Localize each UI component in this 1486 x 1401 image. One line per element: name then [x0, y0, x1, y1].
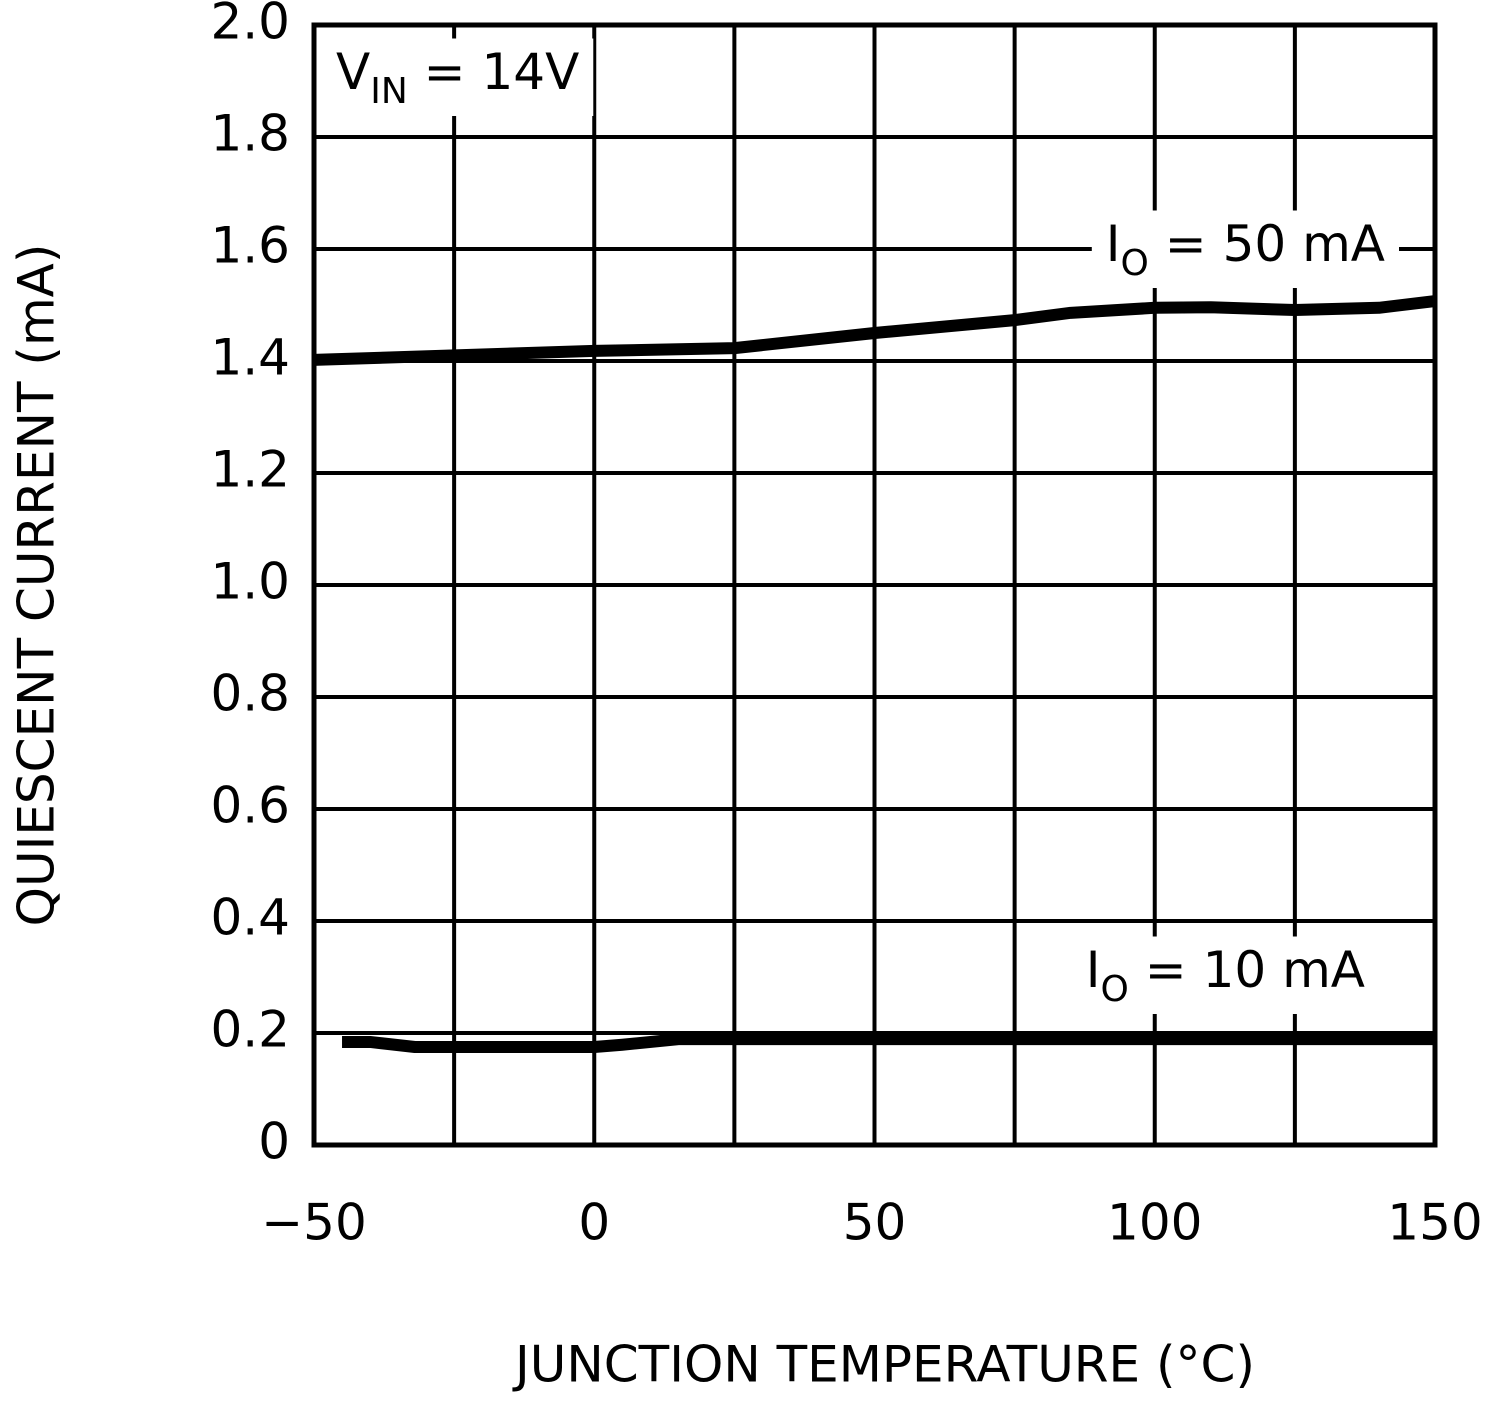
x-tick-label: 100	[1107, 1194, 1202, 1252]
annotation-sub: O	[1101, 969, 1129, 1010]
y-axis-label: QUIESCENT CURRENT (mA)	[8, 244, 66, 927]
label-background	[1091, 210, 1399, 288]
annotation-text: VIN = 14V	[336, 43, 579, 113]
y-tick-label: 0.6	[210, 777, 290, 835]
annotation-tail: = 14V	[408, 43, 580, 101]
label-background	[1071, 936, 1379, 1014]
annotation-tail: = 50 mA	[1149, 215, 1385, 273]
x-tick-label: −50	[261, 1194, 367, 1252]
annotation-sub: IN	[370, 71, 408, 112]
y-tick-label: 0.8	[210, 665, 290, 723]
y-tick-label: 1.8	[210, 105, 290, 163]
annotation-main: I	[1086, 941, 1101, 999]
x-tick-label: 150	[1387, 1194, 1482, 1252]
data-line	[342, 1033, 1435, 1053]
y-tick-label: 1.0	[210, 553, 290, 611]
y-tick-label: 0	[258, 1113, 290, 1171]
y-tick-label: 1.4	[210, 329, 290, 387]
annotation-main: V	[336, 43, 370, 101]
x-tick-label: 50	[843, 1194, 907, 1252]
annotation-tail: = 10 mA	[1129, 941, 1365, 999]
label-background	[322, 38, 594, 116]
annotation-main: I	[1106, 215, 1121, 273]
y-tick-label: 0.2	[210, 1001, 290, 1059]
annotation-text: IO = 50 mA	[1106, 215, 1385, 285]
y-tick-label: 1.6	[210, 217, 290, 275]
data-line	[313, 295, 1436, 366]
y-tick-label: 0.4	[210, 889, 290, 947]
x-axis-label: JUNCTION TEMPERATURE (°C)	[512, 1336, 1255, 1394]
y-tick-label: 2.0	[210, 0, 290, 51]
x-tick-label: 0	[578, 1194, 610, 1252]
plot-frame	[311, 22, 1438, 1148]
annotation: VIN = 14V	[322, 38, 594, 116]
annotation: IO = 50 mA	[1091, 210, 1399, 288]
y-tick-label: 1.2	[210, 441, 290, 499]
annotation-sub: O	[1121, 243, 1149, 284]
annotation-text: IO = 10 mA	[1086, 941, 1365, 1011]
annotation: IO = 10 mA	[1071, 936, 1379, 1014]
